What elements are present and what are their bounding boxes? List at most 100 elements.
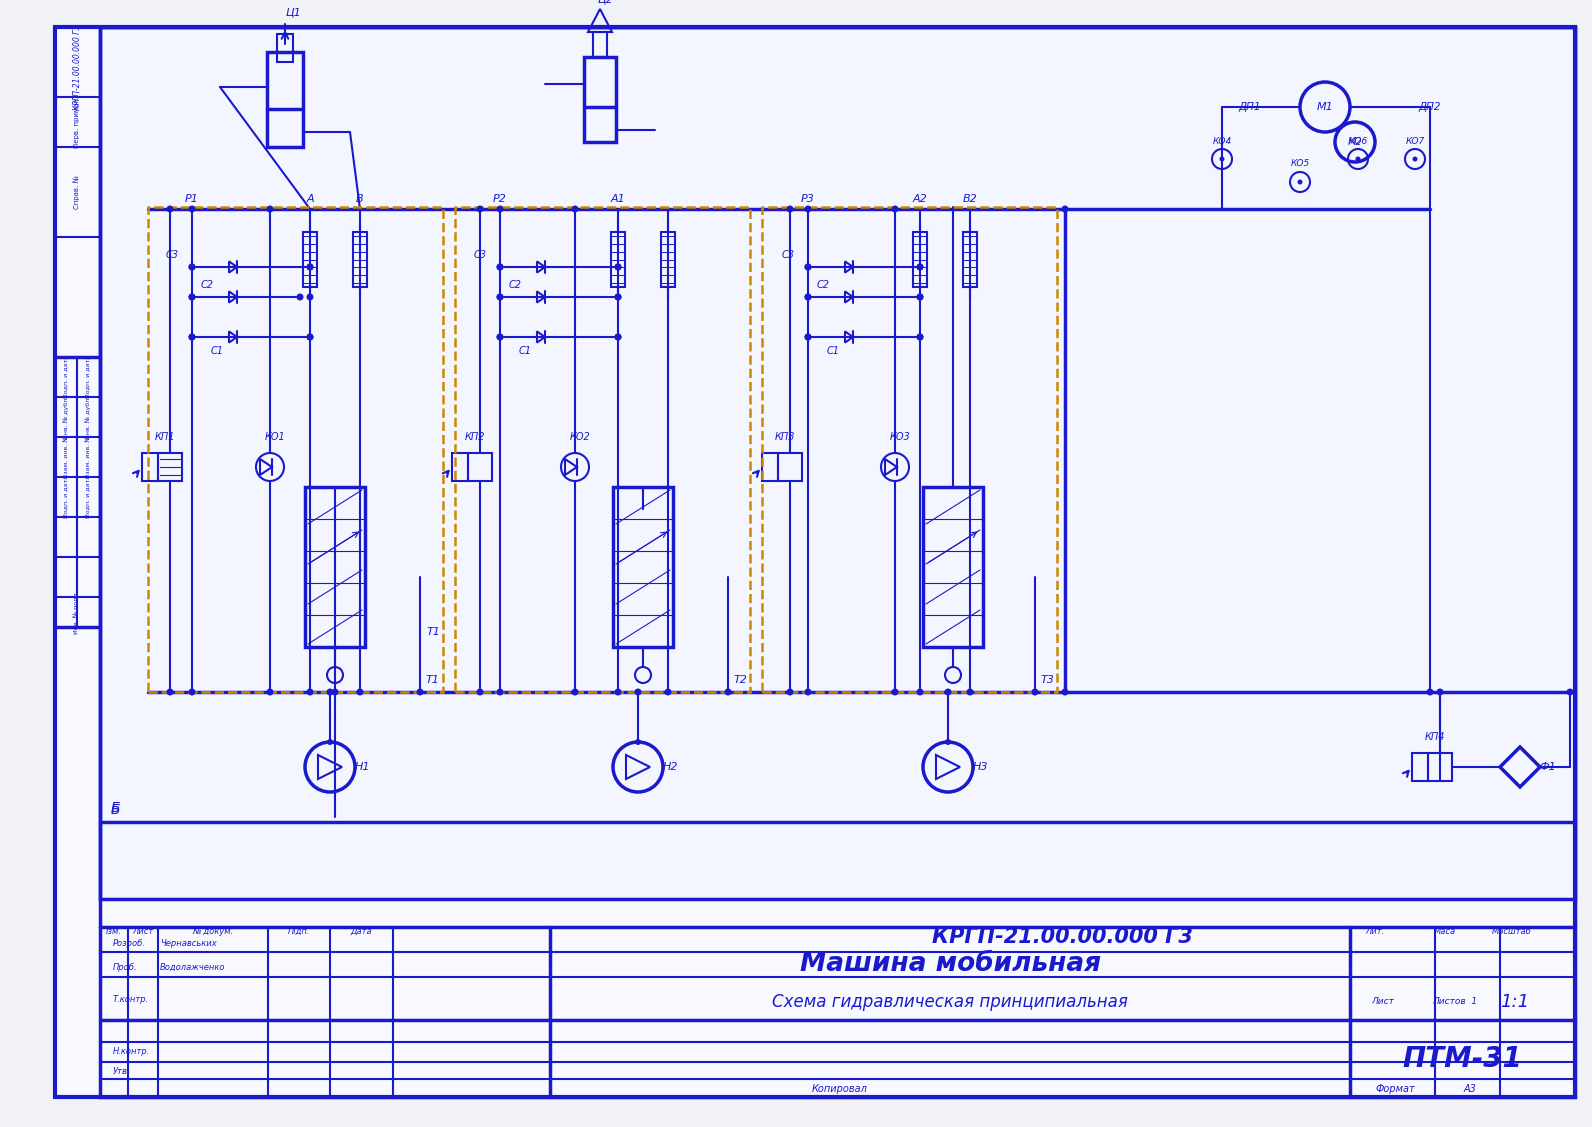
- Bar: [1412, 753, 1428, 781]
- Text: Инв. № дубл.: Инв. № дубл.: [84, 396, 91, 438]
- Bar: [468, 453, 492, 481]
- Circle shape: [1412, 157, 1417, 161]
- Text: КРГП-21.00.00.000 Г3: КРГП-21.00.00.000 Г3: [931, 928, 1192, 947]
- Text: Т1: Т1: [425, 675, 439, 685]
- Circle shape: [917, 689, 923, 695]
- Circle shape: [917, 293, 923, 301]
- Circle shape: [786, 689, 793, 695]
- Circle shape: [635, 689, 642, 695]
- Circle shape: [1219, 157, 1224, 161]
- Circle shape: [497, 264, 503, 270]
- Circle shape: [188, 293, 196, 301]
- Circle shape: [664, 689, 672, 695]
- Circle shape: [804, 293, 812, 301]
- Bar: [611, 232, 626, 287]
- Text: Т3: Т3: [1040, 675, 1054, 685]
- Circle shape: [892, 689, 898, 695]
- Text: Машина мобильная: Машина мобильная: [799, 951, 1100, 977]
- Circle shape: [476, 689, 484, 695]
- Text: КП3: КП3: [775, 432, 796, 442]
- Text: Розроб.: Розроб.: [113, 939, 146, 948]
- Bar: [923, 487, 982, 647]
- Circle shape: [917, 334, 923, 340]
- Text: С2: С2: [201, 279, 213, 290]
- Text: Т2: Т2: [732, 675, 747, 685]
- Circle shape: [1032, 689, 1038, 695]
- Text: С2: С2: [817, 279, 829, 290]
- Circle shape: [804, 205, 812, 213]
- Text: Формат: Формат: [1375, 1084, 1415, 1094]
- Circle shape: [786, 205, 793, 213]
- Bar: [306, 487, 365, 647]
- Circle shape: [615, 334, 621, 340]
- Text: Лит.: Лит.: [1366, 926, 1385, 935]
- Text: Р1: Р1: [185, 194, 199, 204]
- Bar: [613, 487, 673, 647]
- Circle shape: [497, 689, 503, 695]
- Circle shape: [307, 334, 314, 340]
- Circle shape: [917, 293, 923, 301]
- Circle shape: [804, 293, 812, 301]
- Text: М2: М2: [1348, 137, 1363, 147]
- Bar: [912, 232, 927, 287]
- Circle shape: [331, 689, 339, 695]
- Circle shape: [307, 334, 314, 340]
- Text: Ф1: Ф1: [1539, 762, 1557, 772]
- Text: А2: А2: [912, 194, 928, 204]
- Text: Водолажченко: Водолажченко: [161, 962, 226, 971]
- Circle shape: [724, 689, 731, 695]
- Circle shape: [1436, 689, 1444, 695]
- Text: Дата: Дата: [350, 926, 373, 935]
- Text: Схема гидравлическая принципиальная: Схема гидравлическая принципиальная: [772, 993, 1129, 1011]
- Bar: [302, 232, 317, 287]
- Text: КП1: КП1: [154, 432, 175, 442]
- Circle shape: [917, 264, 923, 270]
- Circle shape: [497, 264, 503, 270]
- Circle shape: [307, 264, 314, 270]
- Text: КО6: КО6: [1348, 136, 1368, 145]
- Text: КП4: КП4: [1425, 733, 1446, 742]
- Text: КО7: КО7: [1406, 136, 1425, 145]
- Text: С3: С3: [782, 250, 794, 260]
- Text: Підп.: Підп.: [288, 926, 310, 935]
- Bar: [592, 32, 607, 57]
- Text: С1: С1: [826, 346, 839, 356]
- Circle shape: [296, 293, 304, 301]
- Circle shape: [615, 334, 621, 340]
- Circle shape: [188, 334, 196, 340]
- Circle shape: [1062, 689, 1068, 695]
- Text: Лист: Лист: [1372, 997, 1395, 1006]
- Text: С3: С3: [473, 250, 487, 260]
- Circle shape: [307, 689, 314, 695]
- Bar: [763, 453, 778, 481]
- Circle shape: [966, 689, 973, 695]
- Circle shape: [188, 334, 196, 340]
- Text: Проб.: Проб.: [113, 962, 137, 971]
- Circle shape: [804, 264, 812, 270]
- Circle shape: [497, 334, 503, 340]
- Text: ДП2: ДП2: [1418, 101, 1441, 112]
- Circle shape: [1355, 157, 1361, 161]
- Text: КО1: КО1: [264, 432, 285, 442]
- Bar: [142, 453, 158, 481]
- Circle shape: [497, 205, 503, 213]
- Circle shape: [167, 689, 174, 695]
- Circle shape: [357, 689, 363, 695]
- Text: В: В: [357, 194, 365, 204]
- Text: КП2: КП2: [465, 432, 486, 442]
- Circle shape: [635, 739, 642, 745]
- Circle shape: [944, 689, 952, 695]
- Circle shape: [615, 293, 621, 301]
- Bar: [100, 27, 1574, 899]
- Text: Ц1: Ц1: [285, 7, 301, 17]
- Circle shape: [804, 334, 812, 340]
- Text: Подп. и дата: Подп. и дата: [86, 476, 91, 518]
- Text: Лист: Лист: [132, 926, 153, 935]
- Text: КО5: КО5: [1291, 160, 1310, 169]
- Circle shape: [1297, 179, 1302, 185]
- Text: Масштаб: Масштаб: [1492, 926, 1532, 935]
- Bar: [763, 207, 1057, 692]
- Circle shape: [307, 293, 314, 301]
- Circle shape: [1062, 205, 1068, 213]
- Text: А3: А3: [1463, 1084, 1476, 1094]
